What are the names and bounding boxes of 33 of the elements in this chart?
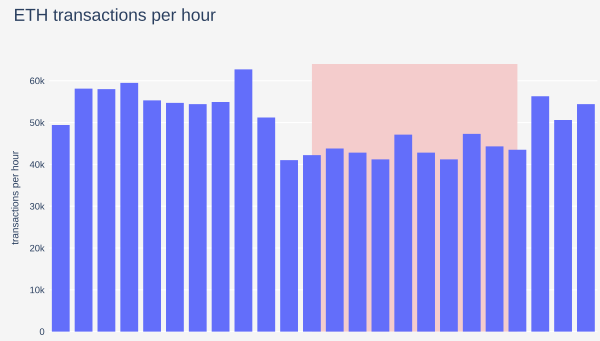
bar [120,82,138,332]
bar [440,159,458,332]
chart-title: ETH transactions per hour [15,8,216,24]
bar [212,102,230,332]
bar [531,96,550,332]
bar [234,69,252,332]
bar [188,104,207,332]
y-tick-label: 0 [40,328,44,335]
bar [372,159,390,332]
y-tick-label: 50k [30,119,45,126]
y-axis-title: transactions per hour [11,151,20,245]
y-tick-label: 10k [30,286,45,294]
bar [417,152,435,332]
bar [508,150,526,332]
y-tick-label: 60k [30,77,45,84]
bar [143,100,161,332]
y-tick-label: 30k [30,202,45,210]
bar [577,104,595,332]
bar [74,88,92,332]
bar [52,125,70,332]
bar [303,155,321,332]
bar [394,134,412,332]
y-tick-label: 40k [30,160,45,168]
y-tick-label: 20k [30,244,45,252]
bar [326,148,344,332]
bar [166,102,184,332]
bar [98,89,116,332]
bar [257,118,276,332]
bar [554,120,572,332]
bar [462,134,481,332]
bar [486,146,504,332]
bar [348,152,366,332]
bar [280,160,298,332]
